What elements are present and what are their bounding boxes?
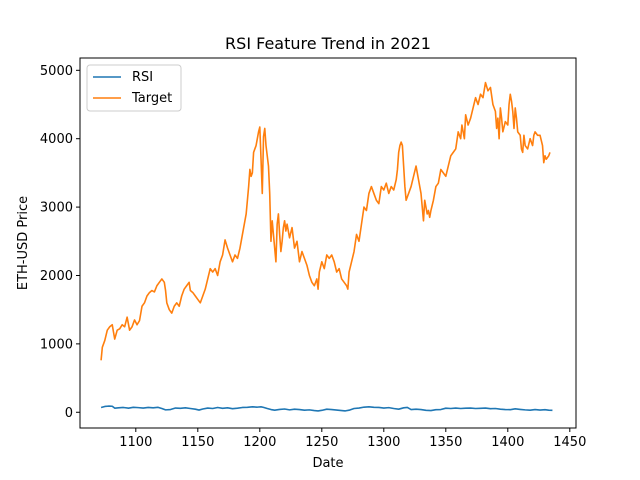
y-tick-label: 0 [65,406,73,421]
axes-frame [79,57,577,429]
x-tick-label: 1200 [243,435,276,450]
x-axis-label: Date [312,456,343,471]
x-tick-label: 1100 [119,435,152,450]
y-tick-label: 3000 [40,201,73,216]
chart-title: RSI Feature Trend in 2021 [225,34,431,53]
y-tick-label: 2000 [40,269,73,284]
y-tick-label: 1000 [40,337,73,352]
series-line-target [100,81,551,361]
x-tick-label: 1300 [367,435,400,450]
y-tick-label: 4000 [40,132,73,147]
x-axis: 1100 1150 1200 1250 1300 1350 1400 1450 [119,428,586,450]
y-axis: 0 1000 2000 3000 4000 5000 [40,64,80,421]
x-tick-label: 1250 [305,435,338,450]
plot-area [100,81,553,412]
legend: RSI Target [86,64,182,112]
y-tick-label: 5000 [40,64,73,79]
series-line-rsi [100,405,553,412]
x-tick-label: 1450 [553,435,586,450]
legend-label-target: Target [131,91,172,106]
y-axis-label: ETH-USD Price [16,196,31,290]
x-tick-label: 1150 [181,435,214,450]
legend-label-rsi: RSI [132,70,153,85]
x-tick-label: 1350 [429,435,462,450]
x-tick-label: 1400 [491,435,524,450]
